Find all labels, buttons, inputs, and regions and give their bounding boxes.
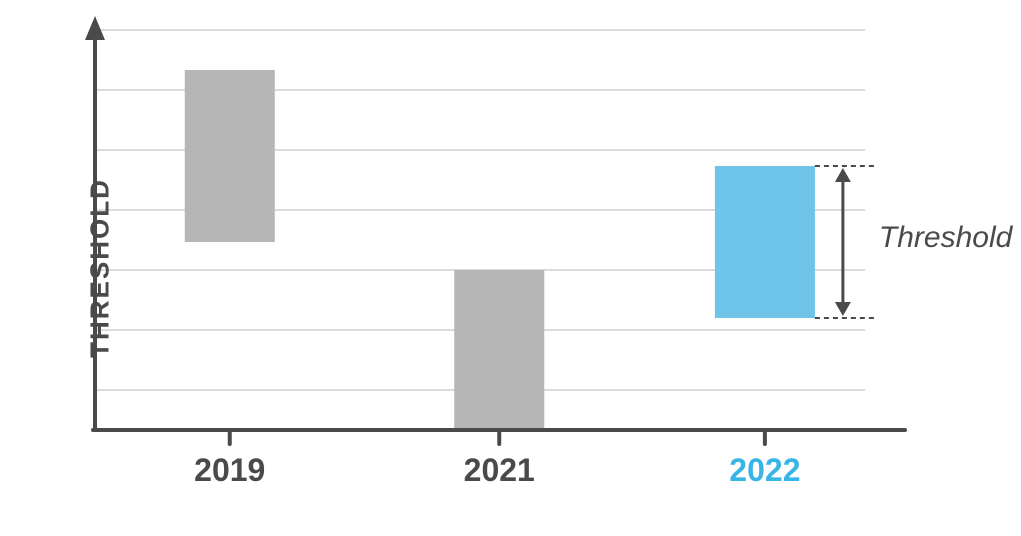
threshold-annotation-label: Threshold (879, 221, 1012, 255)
annotation-arrowhead-up-icon (835, 168, 851, 182)
y-axis-label: THRESHOLD (84, 178, 115, 358)
y-axis-arrowhead-icon (85, 16, 105, 40)
bar-2021 (454, 270, 544, 430)
x-axis-label-2021: 2021 (464, 452, 535, 489)
threshold-floating-bar-chart: THRESHOLD 2019 2021 2022 Threshold (0, 0, 1021, 536)
bar-2022 (715, 166, 815, 318)
bar-2019 (185, 70, 275, 242)
annotation-arrowhead-down-icon (835, 302, 851, 316)
x-axis-label-2022: 2022 (729, 452, 800, 489)
x-axis-label-2019: 2019 (194, 452, 265, 489)
